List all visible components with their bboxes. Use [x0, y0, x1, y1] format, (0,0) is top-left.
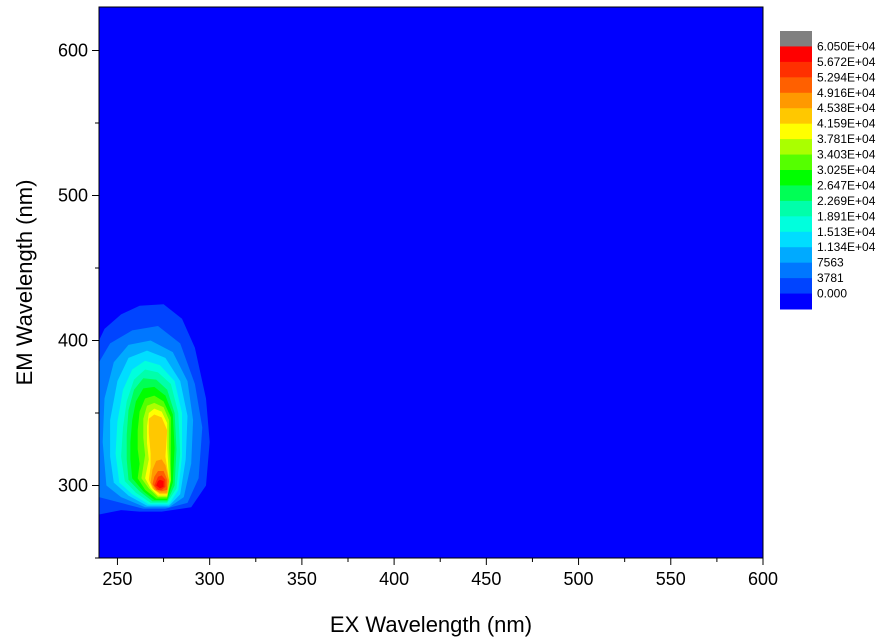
colorbar-legend: 6.050E+04 5.672E+045.294E+04 4.916E+044.53… — [780, 31, 876, 310]
x-axis: 250 300 350 400 450 500 550 600 — [99, 557, 778, 589]
colorbar-label: 6.050E+04 — [817, 39, 876, 53]
colorbar-swatch — [780, 231, 812, 248]
colorbar-swatch — [780, 108, 812, 125]
colorbar-swatch — [780, 262, 812, 279]
colorbar-swatch — [780, 185, 812, 202]
x-tick-label: 500 — [564, 569, 594, 589]
colorbar-label: 3.403E+04 — [817, 148, 876, 162]
colorbar-swatch — [780, 247, 812, 264]
x-tick-label: 250 — [102, 569, 132, 589]
x-axis-title: EX Wavelength (nm) — [330, 612, 532, 637]
colorbar-label: 0.000 — [817, 287, 847, 301]
colorbar-label: 1.513E+04 — [817, 225, 876, 239]
colorbar-swatch — [780, 278, 812, 295]
y-tick-label: 600 — [58, 41, 88, 61]
x-tick-label: 450 — [471, 569, 501, 589]
colorbar-label: 1.134E+04 — [817, 240, 876, 254]
x-tick-label: 550 — [656, 569, 686, 589]
colorbar-label: 3.025E+04 — [817, 163, 876, 177]
colorbar-swatch — [780, 170, 812, 186]
colorbar-label: 2.647E+04 — [817, 178, 876, 192]
plot-area — [98, 6, 764, 559]
x-tick-label: 600 — [748, 569, 778, 589]
colorbar-swatch — [780, 31, 812, 47]
colorbar-label: 4.159E+04 — [817, 117, 876, 131]
colorbar-label: 4.538E+04 — [817, 101, 876, 115]
y-tick-label: 500 — [58, 186, 88, 206]
colorbar-label: 1.891E+04 — [817, 209, 876, 223]
contour-layers — [99, 304, 210, 515]
y-axis-title: EM Wavelength (nm) — [12, 180, 37, 386]
colorbar-swatch — [780, 216, 812, 233]
colorbar-swatch — [780, 92, 812, 109]
colorbar-swatch — [780, 46, 812, 63]
colorbar-swatch — [780, 293, 812, 310]
plot-background — [99, 7, 763, 558]
colorbar-label: 3.781E+04 — [817, 132, 876, 146]
x-tick-label: 300 — [195, 569, 225, 589]
x-tick-label: 350 — [287, 569, 317, 589]
colorbar-swatch — [780, 123, 812, 140]
x-tick-label: 400 — [379, 569, 409, 589]
colorbar-swatch — [780, 200, 812, 217]
y-axis: 300 400 500 600 — [58, 7, 100, 559]
colorbar-label: 4.916E+04 — [817, 86, 876, 100]
colorbar-label: 5.294E+04 — [817, 70, 876, 84]
y-tick-label: 400 — [58, 331, 88, 351]
contour-level-15 — [156, 479, 164, 489]
colorbar-swatch — [780, 77, 812, 94]
colorbar-label: 7563 — [817, 256, 844, 270]
colorbar-swatch — [780, 139, 812, 156]
colorbar-swatch — [780, 61, 812, 78]
colorbar-label: 3781 — [817, 271, 844, 285]
colorbar-label: 2.269E+04 — [817, 194, 876, 208]
colorbar-label: 5.672E+04 — [817, 55, 876, 69]
colorbar-swatch — [780, 154, 812, 171]
y-tick-label: 300 — [58, 476, 88, 496]
